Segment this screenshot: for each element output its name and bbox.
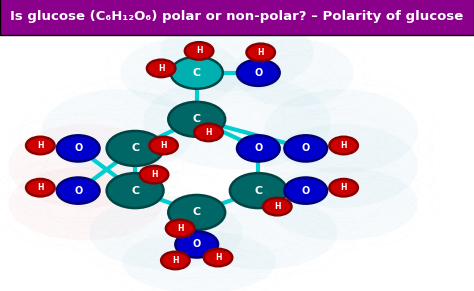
Ellipse shape: [89, 196, 243, 269]
Text: Is glucose (C₆H₁₂O₆) polar or non-polar? – Polarity of glucose: Is glucose (C₆H₁₂O₆) polar or non-polar?…: [10, 10, 464, 22]
Ellipse shape: [9, 124, 162, 208]
Text: C: C: [192, 114, 201, 124]
Text: C: C: [131, 186, 139, 196]
Circle shape: [161, 252, 190, 269]
Ellipse shape: [264, 124, 418, 208]
Text: H: H: [257, 48, 264, 57]
Circle shape: [194, 124, 223, 141]
Circle shape: [171, 57, 223, 89]
Circle shape: [284, 135, 327, 162]
Circle shape: [237, 135, 280, 162]
Circle shape: [26, 179, 55, 196]
Text: O: O: [74, 143, 82, 153]
Circle shape: [204, 249, 232, 266]
Text: O: O: [301, 186, 310, 196]
Circle shape: [230, 173, 287, 208]
Ellipse shape: [9, 167, 162, 240]
Text: H: H: [215, 253, 221, 262]
Circle shape: [140, 166, 168, 183]
Text: H: H: [196, 47, 202, 55]
Circle shape: [284, 178, 327, 204]
Text: O: O: [254, 143, 263, 153]
Circle shape: [185, 42, 213, 60]
Text: H: H: [274, 202, 281, 211]
Circle shape: [149, 137, 178, 154]
Circle shape: [329, 179, 358, 196]
Circle shape: [168, 102, 225, 137]
Text: C: C: [192, 68, 201, 78]
Circle shape: [263, 198, 292, 215]
Text: H: H: [37, 183, 44, 192]
Text: O: O: [192, 239, 201, 249]
Text: H: H: [340, 141, 347, 150]
Ellipse shape: [42, 89, 195, 173]
Text: O: O: [254, 68, 263, 78]
Ellipse shape: [160, 13, 314, 92]
Ellipse shape: [264, 89, 418, 173]
Text: O: O: [74, 186, 82, 196]
Text: H: H: [37, 141, 44, 150]
Text: H: H: [158, 64, 164, 73]
Circle shape: [246, 44, 275, 61]
Circle shape: [237, 60, 280, 86]
Circle shape: [147, 60, 175, 77]
Circle shape: [107, 173, 164, 208]
Ellipse shape: [264, 167, 418, 240]
Ellipse shape: [120, 39, 240, 107]
Circle shape: [57, 135, 100, 162]
Text: H: H: [340, 183, 347, 192]
Text: C: C: [131, 143, 139, 153]
Text: H: H: [177, 224, 183, 233]
Text: O: O: [301, 143, 310, 153]
Circle shape: [26, 137, 55, 154]
Circle shape: [329, 137, 358, 154]
Circle shape: [166, 220, 194, 237]
Ellipse shape: [184, 196, 337, 269]
Text: H: H: [160, 141, 167, 150]
Circle shape: [168, 195, 225, 230]
Circle shape: [107, 131, 164, 166]
FancyBboxPatch shape: [0, 0, 474, 35]
Text: H: H: [205, 128, 212, 137]
Circle shape: [175, 231, 218, 258]
Ellipse shape: [234, 39, 354, 107]
Text: C: C: [254, 186, 263, 196]
Text: H: H: [151, 170, 157, 179]
Text: H: H: [172, 256, 179, 265]
Ellipse shape: [143, 75, 331, 169]
Text: C: C: [192, 207, 201, 217]
Circle shape: [57, 178, 100, 204]
Ellipse shape: [122, 230, 276, 291]
